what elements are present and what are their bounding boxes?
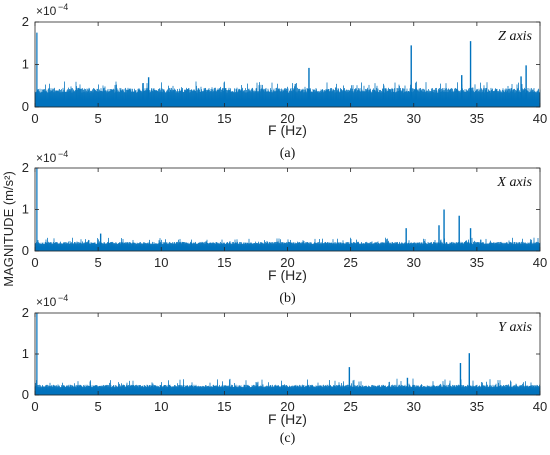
y-tick-label-a-1: 1 [22,57,29,72]
x-axis-label-c: F (Hz) [268,411,307,427]
x-tick-label-c-1: 5 [95,399,102,414]
x-tick-label-b-5: 25 [343,255,357,270]
y-multiplier-exponent-c: −4 [58,293,68,303]
y-multiplier-exponent-b: −4 [58,149,68,159]
x-tick-label-a-1: 5 [95,111,102,126]
shared-y-axis-label: MAGNITUDE (m/s²) [1,171,16,287]
x-tick-label-c-8: 40 [533,399,547,414]
x-tick-label-b-1: 5 [95,255,102,270]
x-tick-label-c-7: 35 [470,399,484,414]
x-axis-label-a: F (Hz) [268,122,307,138]
x-tick-label-c-0: 0 [31,399,38,414]
x-tick-label-b-0: 0 [31,255,38,270]
x-tick-label-c-2: 10 [154,399,168,414]
x-tick-label-b-4: 20 [280,255,294,270]
panel-caption-b: (b) [279,291,296,306]
x-tick-label-b-2: 10 [154,255,168,270]
x-tick-label-b-3: 15 [217,255,231,270]
y-multiplier-a: ×10 [36,4,57,18]
y-tick-label-c-1: 1 [22,346,29,361]
panel-caption-a: (a) [280,146,296,161]
y-tick-label-b-1: 1 [22,202,29,217]
x-tick-label-b-8: 40 [533,255,547,270]
x-tick-label-b-6: 30 [407,255,421,270]
chart-panel-c: 0 5 10 15 20 25 30 35 40 0 1 2 ×10 −4 Y axis F (Hz) (c) [22,293,547,446]
axis-tag-c: Y axis [498,320,532,335]
axis-tag-a: Z axis [498,29,532,44]
y-tick-label-c-2: 2 [22,305,29,320]
y-tick-label-a-2: 2 [22,14,29,29]
y-multiplier-b: ×10 [36,151,57,165]
panel-caption-c: (c) [280,431,296,446]
y-multiplier-exponent-a: −4 [58,2,68,12]
x-tick-label-a-7: 35 [470,111,484,126]
x-tick-label-a-4: 20 [280,111,294,126]
y-tick-label-a-0: 0 [22,99,29,114]
y-tick-label-b-0: 0 [22,243,29,258]
x-tick-label-a-0: 0 [31,111,38,126]
x-tick-label-a-3: 15 [217,111,231,126]
x-tick-label-b-7: 35 [470,255,484,270]
axis-tag-b: X axis [496,175,532,190]
x-tick-label-a-8: 40 [533,111,547,126]
x-tick-label-c-5: 25 [343,399,357,414]
y-multiplier-c: ×10 [36,295,57,309]
x-tick-label-c-4: 20 [280,399,294,414]
x-tick-label-a-2: 10 [154,111,168,126]
y-tick-label-c-0: 0 [22,387,29,402]
x-tick-label-c-3: 15 [217,399,231,414]
x-axis-label-b: F (Hz) [268,267,307,283]
y-tick-label-b-2: 2 [22,160,29,175]
x-tick-label-c-6: 30 [407,399,421,414]
x-tick-label-a-5: 25 [343,111,357,126]
axes-box-b [34,167,541,252]
x-tick-label-a-6: 30 [407,111,421,126]
